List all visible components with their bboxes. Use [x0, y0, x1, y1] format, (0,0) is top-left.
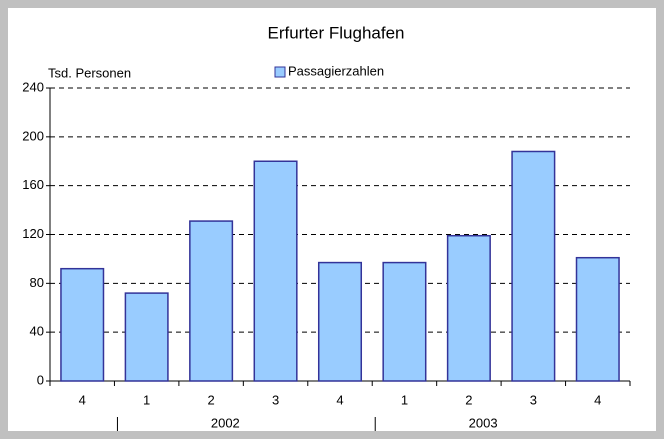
y-tick-label: 240: [22, 79, 44, 94]
y-tick-label: 160: [22, 177, 44, 192]
x-tick-label: 4: [594, 392, 601, 407]
legend-swatch: [274, 66, 286, 78]
y-tick-label: 80: [30, 275, 44, 290]
x-tick-label: 3: [272, 392, 279, 407]
bar: [60, 267, 105, 382]
x-tick-label: 2: [465, 392, 472, 407]
x-tick-label: 4: [336, 392, 343, 407]
x-tick-label: 4: [79, 392, 86, 407]
bar: [317, 261, 363, 382]
x-group-label: 2002: [211, 415, 240, 430]
y-axis-label: Tsd. Personen: [48, 65, 131, 80]
legend-label: Passagierzahlen: [288, 63, 384, 78]
y-tick-label: 120: [22, 226, 44, 241]
y-tick-label: 0: [37, 372, 44, 387]
bar: [189, 220, 234, 382]
bar: [575, 256, 620, 382]
x-tick-label: 1: [143, 392, 150, 407]
chart-title: Erfurter Flughafen: [267, 23, 404, 42]
y-tick-label: 40: [30, 324, 44, 339]
bar: [511, 150, 556, 382]
bar: [382, 261, 427, 382]
bar: [253, 160, 298, 382]
x-tick-label: 3: [530, 392, 537, 407]
x-group-label: 2003: [469, 415, 498, 430]
x-tick-label: 2: [207, 392, 214, 407]
x-tick-label: 1: [401, 392, 408, 407]
bar: [446, 234, 491, 382]
y-tick-label: 200: [22, 128, 44, 143]
bar: [124, 292, 169, 382]
